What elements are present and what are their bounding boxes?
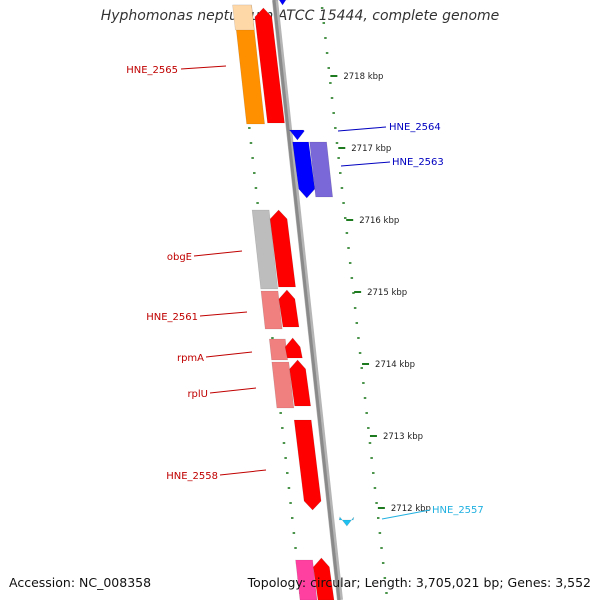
kbp-label: 2717 kbp xyxy=(351,144,391,154)
gene-salmon-b xyxy=(268,338,288,361)
label-leader xyxy=(337,126,387,132)
gene-pink xyxy=(295,559,318,600)
label-leader xyxy=(209,387,257,394)
kbp-label: 2712 kbp xyxy=(391,504,431,514)
gene-label: rplU xyxy=(187,389,208,400)
gene-red-top xyxy=(254,7,285,124)
label-leader xyxy=(219,469,267,476)
gene-label: HNE_2561 xyxy=(146,312,198,323)
kbp-label: 2716 kbp xyxy=(359,216,399,226)
kbp-label: 2713 kbp xyxy=(383,432,423,442)
gene-label: rpmA xyxy=(177,353,204,364)
backbone xyxy=(272,0,343,600)
gene-hne-2563-b xyxy=(309,141,334,198)
gene-label: HNE_2558 xyxy=(166,471,218,482)
gene-hne-2563-a xyxy=(292,141,316,199)
gene-hne-2558 xyxy=(293,419,322,511)
kbp-label: 2715 kbp xyxy=(367,288,407,298)
genome-title: Hyphomonas neptunium ATCC 15444, complet… xyxy=(100,8,500,24)
label-leader xyxy=(381,509,431,520)
gene-hne-2564 xyxy=(288,129,305,141)
gene-rplu xyxy=(289,359,312,407)
label-leader xyxy=(193,250,243,257)
gene-features xyxy=(232,0,355,600)
gene-blue-top xyxy=(275,0,289,6)
gene-hne-2557 xyxy=(338,516,355,527)
accession-text: Accession: NC_008358 xyxy=(9,575,152,590)
gene-salmon-c xyxy=(271,361,295,409)
gene-label: HNE_2563 xyxy=(392,157,444,168)
label-leader xyxy=(340,161,391,167)
gene-label: HNE_2565 xyxy=(126,65,178,76)
gene-peach xyxy=(232,4,255,31)
gene-label: obgE xyxy=(167,252,192,263)
gene-salmon-a xyxy=(260,290,283,330)
kbp-label: 2718 kbp xyxy=(343,72,383,82)
label-leader xyxy=(199,311,248,317)
gene-hne-2561 xyxy=(278,289,300,328)
gene-label: HNE_2557 xyxy=(432,505,484,516)
label-leader xyxy=(180,65,227,70)
gene-gray xyxy=(251,209,279,290)
gene-label: HNE_2564 xyxy=(389,122,441,133)
gene-labels: HNE_2565 HNE_2564 HNE_2563 obgE HNE_2561 rpmA… xyxy=(126,65,484,520)
backbone-line xyxy=(272,0,341,600)
label-leader xyxy=(205,351,253,358)
kbp-label: 2714 kbp xyxy=(375,360,415,370)
gene-red-bottom xyxy=(313,557,335,600)
gene-obge xyxy=(269,209,296,288)
topology-summary: Topology: circular; Length: 3,705,021 bp… xyxy=(247,575,591,590)
gene-rpma xyxy=(284,337,303,359)
